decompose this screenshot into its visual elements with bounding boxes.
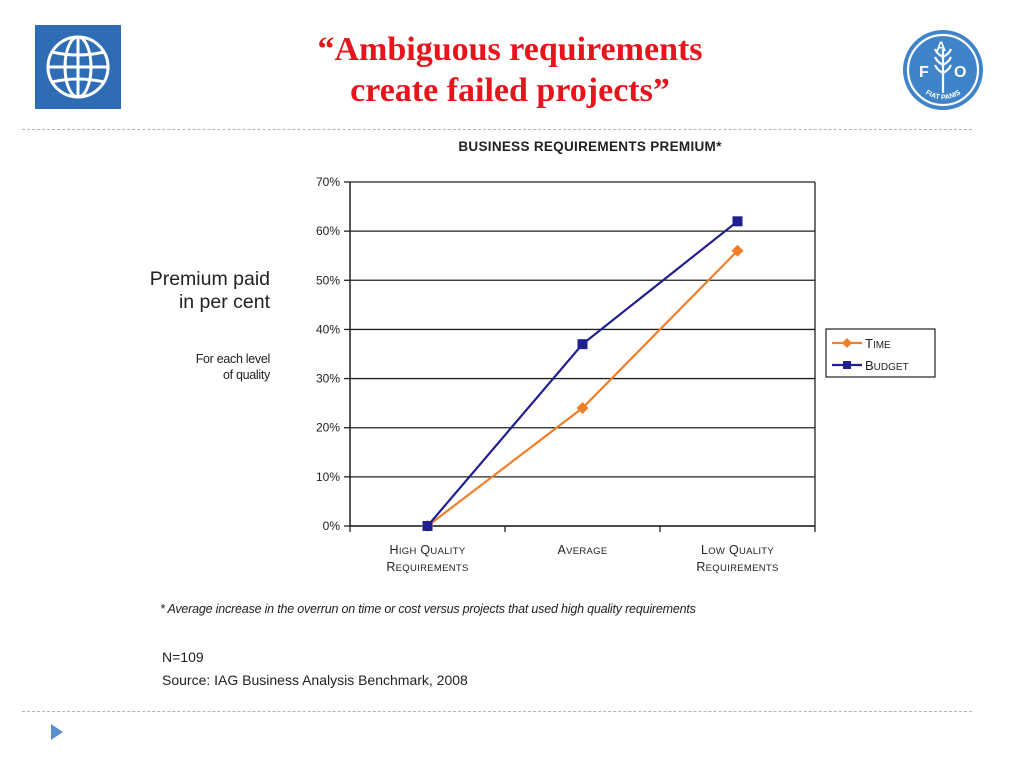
y-tick-label: 30% [316, 372, 340, 386]
chart-title: BUSINESS REQUIREMENTS PREMIUM* [458, 139, 722, 154]
x-tick-label: AVERAGE [557, 543, 607, 557]
chart-footnote: * Average increase in the overrun on tim… [160, 602, 696, 616]
legend-marker [842, 338, 852, 348]
data-point-time [731, 244, 744, 257]
data-point-time [576, 402, 589, 415]
world-bank-logo-icon [35, 25, 121, 109]
y-axis-caption: Premium paid in per cent [150, 268, 270, 314]
x-tick-label: LOW QUALITY [701, 543, 774, 557]
series-line-time [426, 250, 739, 527]
y-tick-label: 0% [323, 519, 341, 533]
bottom-divider [22, 711, 972, 712]
x-tick-label: HIGH QUALITY [390, 543, 466, 557]
y-tick-label: 10% [316, 470, 340, 484]
data-point-budget [732, 216, 743, 227]
y-tick-label: 60% [316, 224, 340, 238]
title-line-2: create failed projects” [350, 71, 670, 109]
data-point-budget [577, 339, 588, 350]
legend-marker [843, 361, 851, 369]
y-tick-label: 40% [316, 322, 340, 336]
svg-text:F: F [919, 64, 929, 81]
y-subcaption-line-2: of quality [222, 368, 270, 382]
y-caption-line-1: Premium paid [149, 268, 270, 290]
series-line-budget [426, 220, 739, 527]
source-citation: Source: IAG Business Analysis Benchmark,… [162, 672, 468, 688]
x-tick-label: REQUIREMENTS [386, 560, 468, 574]
x-tick-label: REQUIREMENTS [696, 560, 778, 574]
top-divider [22, 129, 972, 130]
data-point-budget [422, 521, 433, 531]
y-tick-label: 70% [316, 175, 340, 189]
y-tick-label: 50% [316, 273, 340, 287]
y-subcaption-line-1: For each level [195, 352, 271, 366]
slide-title: “Ambiguous requirements create failed pr… [240, 30, 780, 112]
legend-label: BUDGET [865, 358, 909, 373]
triangle-right-icon[interactable] [50, 723, 64, 741]
fao-logo-icon: F A O FIAT PANIS [903, 30, 983, 110]
sample-size: N=109 [162, 649, 204, 665]
y-caption-line-2: in per cent [178, 291, 270, 313]
svg-text:A: A [936, 38, 946, 54]
legend-label: TIME [865, 336, 891, 351]
svg-text:O: O [954, 64, 966, 81]
title-line-1: “Ambiguous requirements [317, 31, 703, 68]
y-axis-subcaption: For each level of quality [195, 351, 271, 383]
y-tick-label: 20% [316, 421, 340, 435]
